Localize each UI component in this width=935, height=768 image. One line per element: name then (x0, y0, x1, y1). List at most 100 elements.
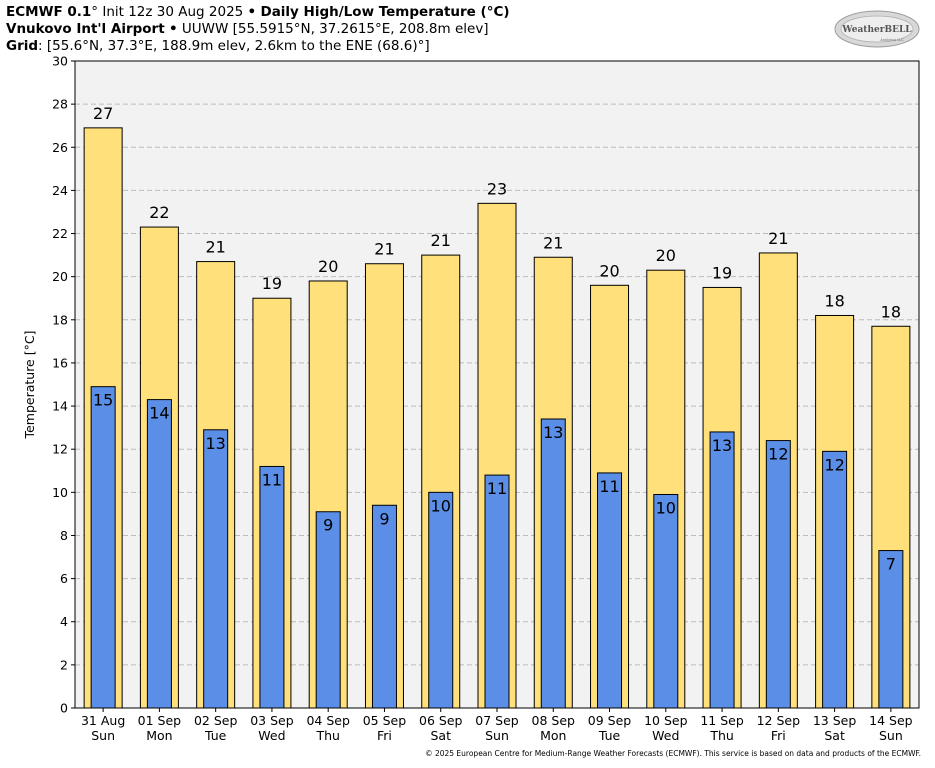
low-bar (90, 386, 116, 709)
y-tick-label: 22 (52, 226, 68, 241)
low-bar (259, 465, 285, 709)
x-tick-date: 31 Aug (81, 713, 125, 728)
low-value-label: 10 (431, 496, 451, 515)
high-value-label: 20 (318, 257, 338, 276)
low-value-label: 10 (656, 498, 676, 517)
low-bar (878, 550, 904, 709)
x-tick-day: Sun (485, 728, 509, 743)
x-tick-date: 13 Sep (813, 713, 857, 728)
low-value-label: 13 (543, 423, 563, 442)
low-value-label: 12 (768, 445, 788, 464)
init-time: Init 12z 30 Aug 2025 (102, 4, 244, 20)
y-tick-label: 28 (52, 97, 68, 112)
high-value-label: 18 (824, 291, 844, 310)
high-value-label: 18 (881, 302, 901, 321)
x-tick-day: Mon (540, 728, 566, 743)
grid-label: Grid (6, 38, 39, 54)
high-value-label: 23 (487, 179, 507, 198)
low-bar (428, 491, 454, 709)
low-value-label: 12 (824, 455, 844, 474)
x-tick-day: Sun (879, 728, 903, 743)
low-value-label: 14 (149, 404, 169, 423)
x-tick-date: 04 Sep (306, 713, 350, 728)
x-tick-day: Thu (709, 728, 733, 743)
high-value-label: 21 (768, 229, 788, 248)
low-bar (371, 504, 397, 709)
y-axis-label: Temperature [°C] (22, 331, 37, 440)
y-tick-label: 14 (52, 399, 68, 414)
station-details: UUWW [55.5915°N, 37.2615°E, 208.8m elev] (181, 21, 489, 37)
x-tick-date: 11 Sep (700, 713, 744, 728)
x-tick-day: Fri (377, 728, 392, 743)
low-value-label: 11 (599, 477, 619, 496)
high-value-label: 21 (374, 240, 394, 259)
x-tick-date: 05 Sep (363, 713, 407, 728)
low-bar (203, 429, 229, 709)
data-labels: 27 15 22 14 21 13 19 11 20 9 21 9 21 10 23 11 21 13 20 11 20… (93, 104, 901, 574)
x-tick-date: 08 Sep (532, 713, 576, 728)
low-bar (822, 450, 848, 709)
y-tick-label: 16 (52, 355, 68, 370)
x-tick-date: 12 Sep (757, 713, 801, 728)
y-tick-label: 18 (52, 312, 68, 327)
y-tick-label: 0 (60, 701, 68, 716)
y-tick-label: 20 (52, 269, 68, 284)
low-value-label: 13 (712, 436, 732, 455)
x-tick-day: Sat (430, 728, 451, 743)
y-tick-label: 12 (52, 442, 68, 457)
low-bar (597, 472, 623, 709)
bullet: • (247, 4, 257, 20)
bullet: • (168, 21, 178, 37)
x-tick-day: Sat (824, 728, 845, 743)
low-value-label: 11 (487, 479, 507, 498)
y-tick-label: 8 (60, 528, 68, 543)
grid-details: : [55.6°N, 37.3°E, 188.9m elev, 2.6km to… (38, 38, 430, 54)
x-tick-day: Mon (146, 728, 172, 743)
high-value-label: 19 (262, 274, 282, 293)
x-tick-date: 09 Sep (588, 713, 632, 728)
high-value-label: 21 (431, 231, 451, 250)
high-value-label: 27 (93, 104, 113, 123)
y-tick-label: 26 (52, 140, 68, 155)
x-tick-date: 01 Sep (138, 713, 182, 728)
x-tick-day: Tue (598, 728, 621, 743)
y-tick-label: 10 (52, 485, 68, 500)
low-bar (709, 431, 735, 709)
high-value-label: 21 (543, 233, 563, 252)
x-tick-day: Thu (315, 728, 339, 743)
chart-title-line-3: Grid: [55.6°N, 37.3°E, 188.9m elev, 2.6k… (6, 38, 430, 55)
station-name: Vnukovo Int'l Airport (6, 21, 165, 37)
high-value-label: 22 (149, 203, 169, 222)
degree-mark: ° (91, 4, 99, 20)
low-value-label: 9 (379, 509, 389, 528)
weatherbell-logo: WeatherBELL Analytics LLC (834, 10, 920, 48)
x-tick-date: 10 Sep (644, 713, 688, 728)
x-tick-date: 06 Sep (419, 713, 463, 728)
x-tick-day: Sun (91, 728, 115, 743)
y-tick-label: 24 (52, 183, 68, 198)
x-tick-day: Tue (204, 728, 227, 743)
chart-title-line-1: ECMWF 0.1° Init 12z 30 Aug 2025 • Daily … (6, 4, 510, 21)
y-tick-label: 2 (60, 657, 68, 672)
low-bar (315, 511, 341, 709)
low-value-label: 9 (323, 516, 333, 535)
bars (83, 127, 911, 709)
x-tick-day: Wed (652, 728, 679, 743)
svg-text:Analytics LLC: Analytics LLC (880, 38, 904, 42)
x-tick-date: 03 Sep (250, 713, 294, 728)
low-bar (765, 440, 791, 709)
x-tick-day: Wed (258, 728, 285, 743)
x-tick-date: 14 Sep (869, 713, 913, 728)
chart-title-line-2: Vnukovo Int'l Airport • UUWW [55.5915°N,… (6, 21, 489, 38)
low-value-label: 11 (262, 470, 282, 489)
high-value-label: 21 (205, 238, 225, 257)
copyright-footer: © 2025 European Centre for Medium-Range … (425, 749, 921, 758)
y-tick-label: 4 (60, 614, 68, 629)
product-name: Daily High/Low Temperature (°C) (260, 4, 510, 20)
low-value-label: 13 (205, 434, 225, 453)
low-value-label: 15 (93, 391, 113, 410)
x-tick-day: Fri (771, 728, 786, 743)
svg-text:WeatherBELL: WeatherBELL (841, 25, 912, 35)
